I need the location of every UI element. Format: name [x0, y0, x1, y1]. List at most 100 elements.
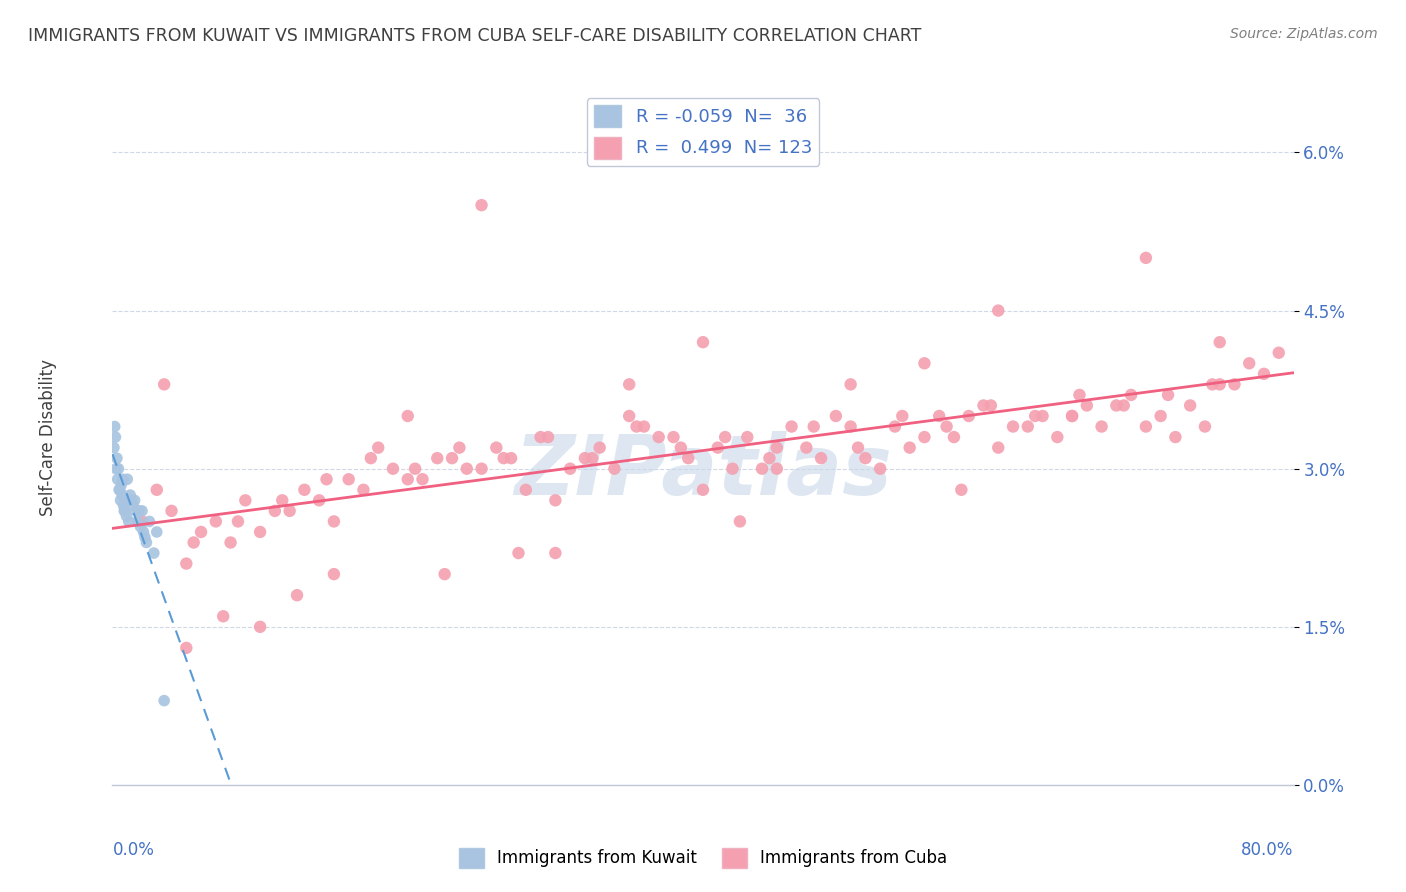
- Point: [485, 441, 508, 455]
- Point: [107, 461, 129, 475]
- Point: [914, 356, 936, 370]
- Point: [233, 493, 256, 508]
- Point: [264, 504, 287, 518]
- Point: [174, 640, 197, 655]
- Point: [108, 483, 131, 497]
- Point: [308, 493, 330, 508]
- Point: [515, 483, 537, 497]
- Point: [1253, 367, 1275, 381]
- Point: [839, 419, 862, 434]
- Point: [1062, 409, 1084, 423]
- Point: [884, 419, 907, 434]
- Point: [104, 419, 127, 434]
- Point: [1119, 388, 1142, 402]
- Point: [110, 477, 132, 491]
- Point: [1135, 251, 1157, 265]
- Point: [292, 483, 315, 497]
- Point: [104, 430, 127, 444]
- Text: 0.0%: 0.0%: [112, 840, 155, 859]
- Point: [728, 515, 751, 529]
- Text: 80.0%: 80.0%: [1241, 840, 1294, 859]
- Point: [323, 515, 346, 529]
- Point: [737, 430, 759, 444]
- Point: [412, 472, 434, 486]
- Point: [855, 451, 877, 466]
- Point: [846, 441, 869, 455]
- Point: [219, 535, 242, 549]
- Point: [891, 409, 914, 423]
- Point: [449, 441, 471, 455]
- Point: [1157, 388, 1180, 402]
- Point: [122, 499, 145, 513]
- Point: [115, 509, 138, 524]
- Point: [107, 472, 129, 486]
- Point: [898, 441, 921, 455]
- Point: [1032, 409, 1054, 423]
- Point: [721, 461, 744, 475]
- Point: [470, 461, 494, 475]
- Point: [121, 493, 143, 508]
- Point: [352, 483, 374, 497]
- Point: [492, 451, 515, 466]
- Point: [117, 472, 138, 486]
- Point: [205, 515, 228, 529]
- Point: [1268, 345, 1291, 359]
- Point: [588, 441, 610, 455]
- Point: [1164, 430, 1187, 444]
- Point: [183, 535, 205, 549]
- Point: [360, 451, 382, 466]
- Point: [470, 198, 494, 212]
- Point: [942, 430, 965, 444]
- Point: [560, 461, 582, 475]
- Point: [128, 504, 150, 518]
- Point: [112, 504, 135, 518]
- Point: [508, 546, 530, 560]
- Point: [957, 409, 980, 423]
- Point: [714, 430, 737, 444]
- Point: [626, 419, 648, 434]
- Point: [1208, 377, 1232, 392]
- Point: [647, 430, 671, 444]
- Text: Source: ZipAtlas.com: Source: ZipAtlas.com: [1230, 27, 1378, 41]
- Point: [153, 693, 176, 707]
- Point: [544, 493, 567, 508]
- Point: [619, 377, 641, 392]
- Point: [103, 441, 125, 455]
- Legend: Immigrants from Kuwait, Immigrants from Cuba: Immigrants from Kuwait, Immigrants from …: [451, 841, 955, 875]
- Point: [766, 461, 789, 475]
- Point: [980, 399, 1002, 413]
- Point: [278, 504, 301, 518]
- Point: [337, 472, 360, 486]
- Point: [692, 335, 714, 350]
- Text: IMMIGRANTS FROM KUWAIT VS IMMIGRANTS FROM CUBA SELF-CARE DISABILITY CORRELATION : IMMIGRANTS FROM KUWAIT VS IMMIGRANTS FRO…: [28, 27, 921, 45]
- Y-axis label: Self-Care Disability: Self-Care Disability: [39, 359, 56, 516]
- Point: [914, 430, 936, 444]
- Point: [758, 451, 780, 466]
- Point: [323, 567, 346, 582]
- Point: [124, 493, 146, 508]
- Point: [271, 493, 294, 508]
- Point: [114, 504, 136, 518]
- Point: [544, 546, 567, 560]
- Point: [803, 419, 825, 434]
- Point: [114, 493, 136, 508]
- Point: [108, 483, 131, 497]
- Point: [1091, 419, 1114, 434]
- Text: ZIPatlas: ZIPatlas: [515, 432, 891, 512]
- Point: [396, 409, 419, 423]
- Point: [928, 409, 950, 423]
- Point: [134, 530, 156, 544]
- Point: [581, 451, 603, 466]
- Point: [131, 504, 153, 518]
- Point: [426, 451, 449, 466]
- Point: [190, 524, 212, 539]
- Point: [456, 461, 478, 475]
- Point: [111, 488, 134, 502]
- Point: [249, 620, 271, 634]
- Point: [810, 451, 832, 466]
- Point: [160, 504, 183, 518]
- Point: [1024, 409, 1046, 423]
- Point: [142, 546, 165, 560]
- Point: [127, 515, 149, 529]
- Point: [135, 535, 157, 549]
